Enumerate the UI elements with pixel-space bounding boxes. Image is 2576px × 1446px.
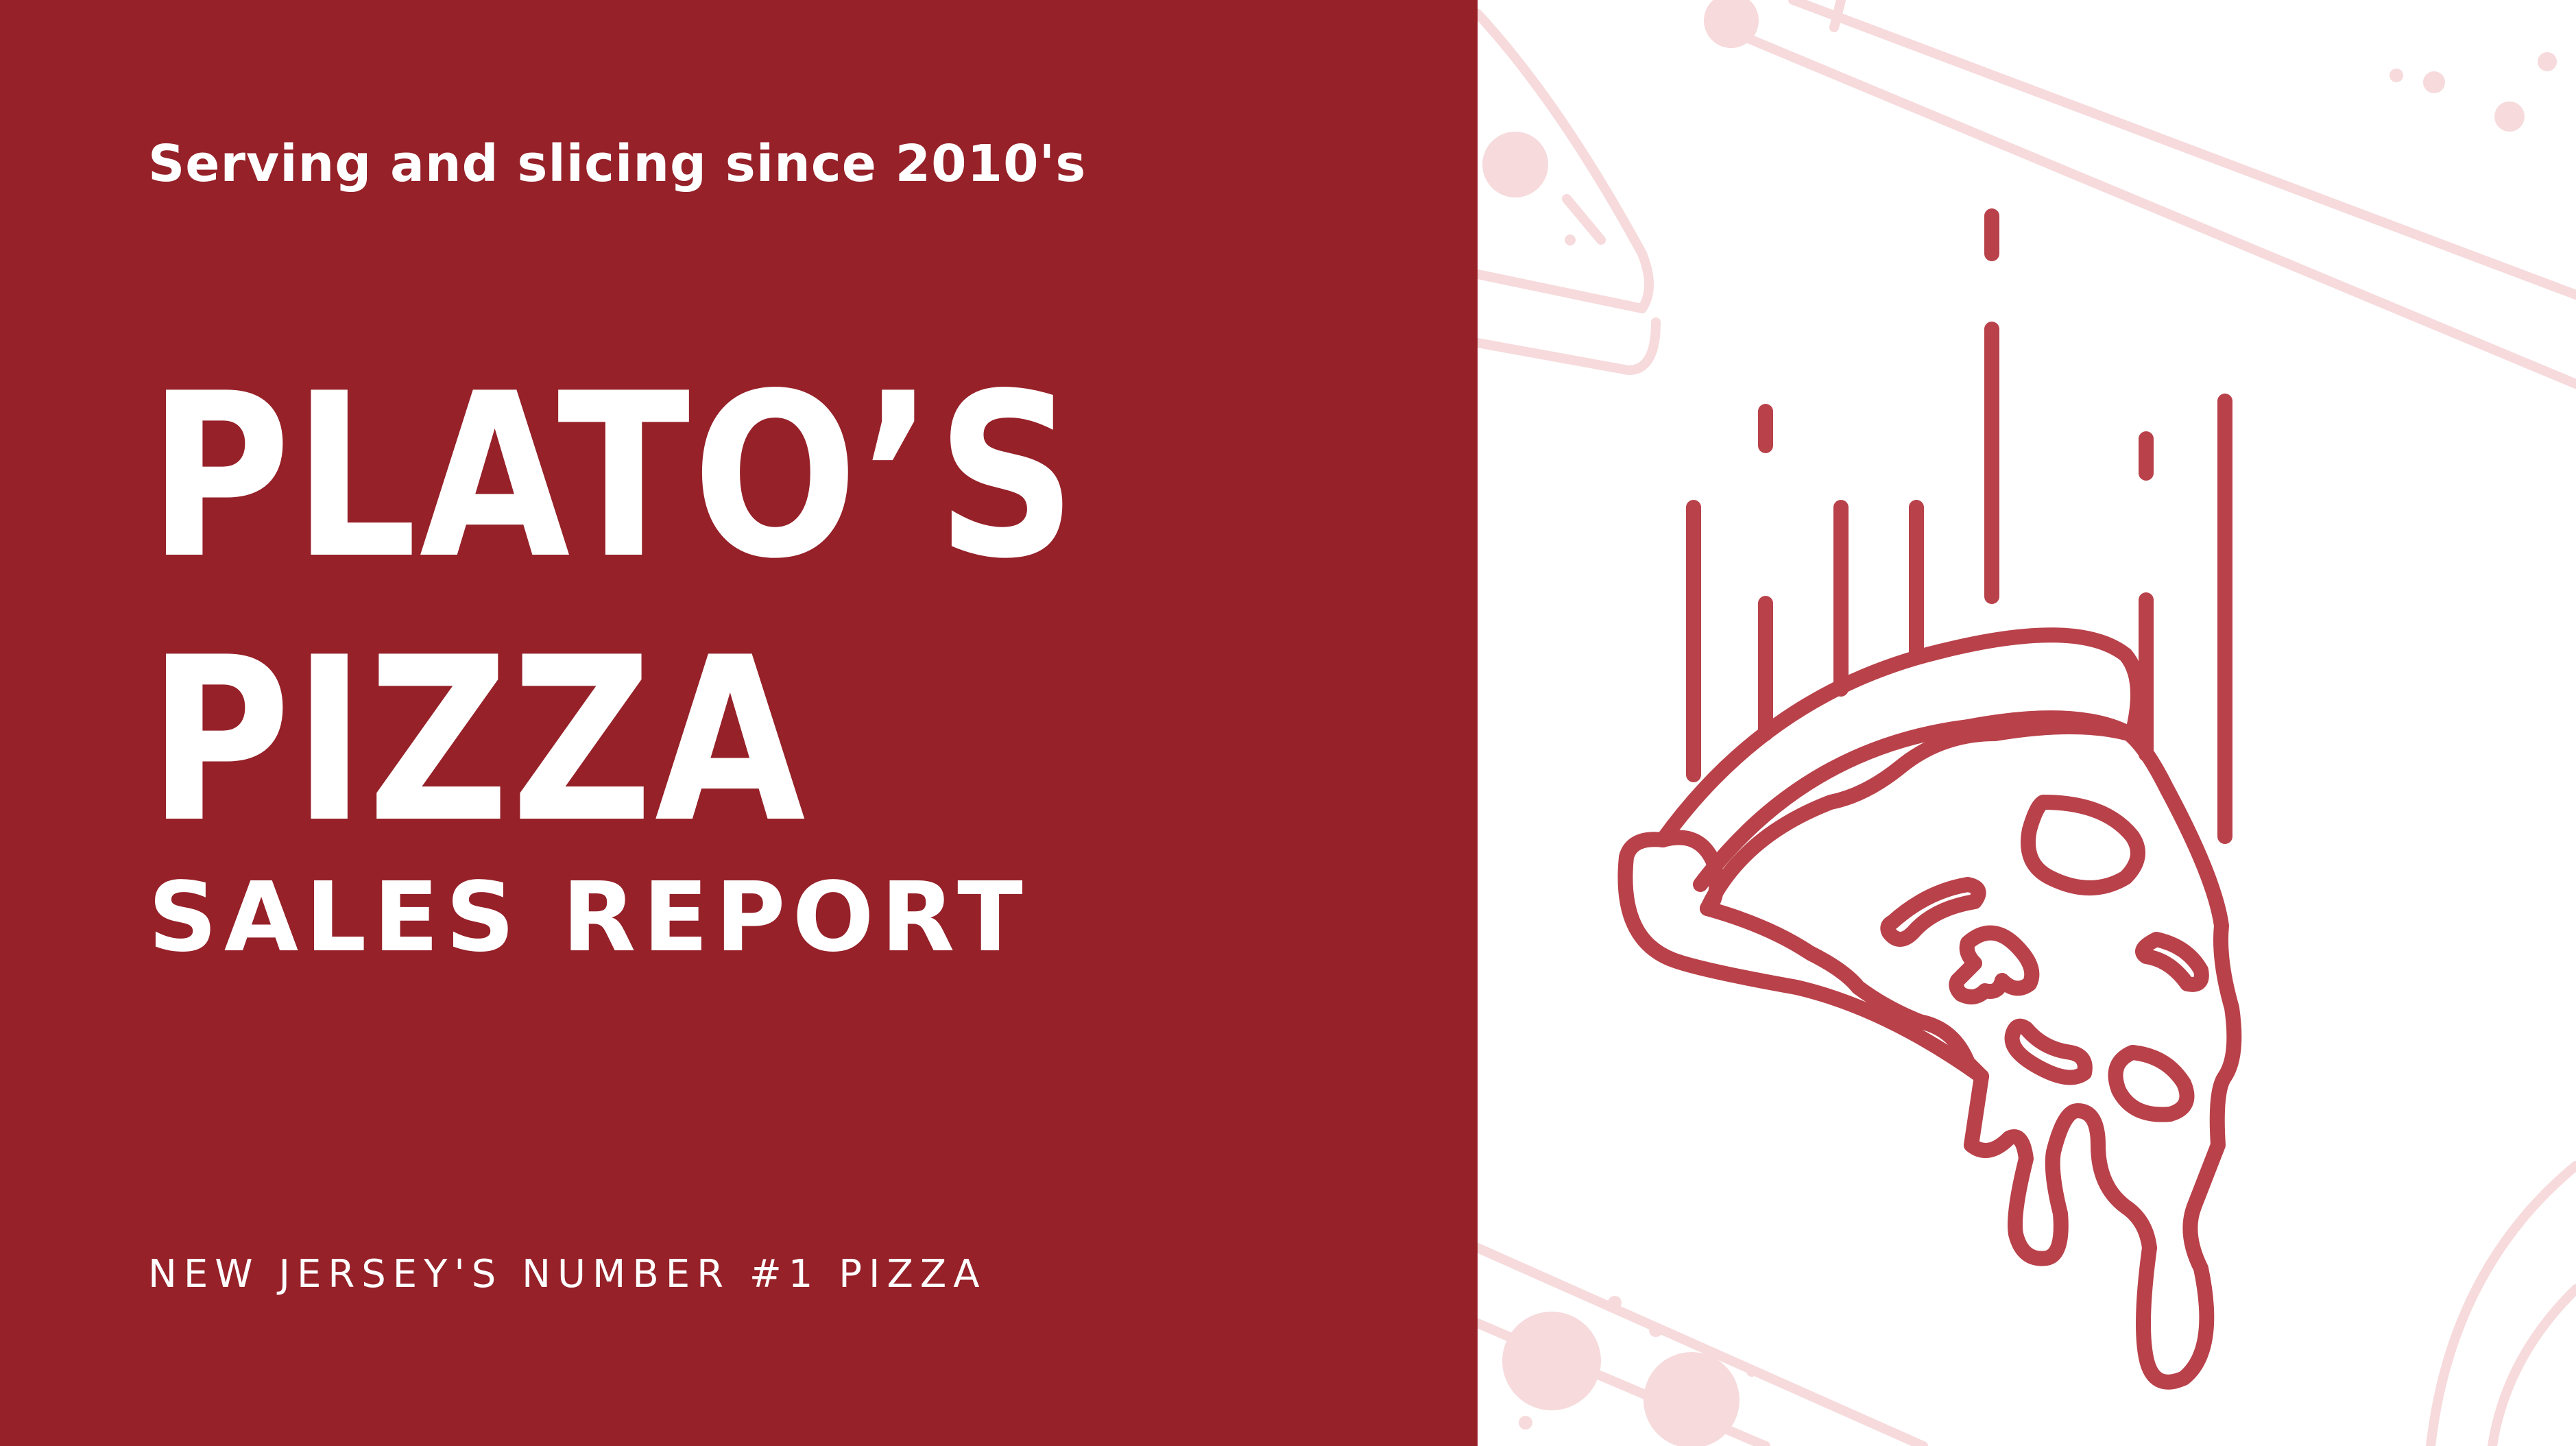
pizza-watermark-pattern-icon [1478,0,2576,1446]
title-line-1: PLATO’S [148,345,1079,608]
brand-panel: Serving and slicing since 2010's PLATO’S… [0,0,1478,1446]
illustration-panel [1478,0,2576,1446]
tagline: Serving and slicing since 2010's [148,134,1087,193]
falling-pizza-slice-icon [1617,208,2242,1390]
footer-note: NEW JERSEY'S NUMBER #1 PIZZA [148,1252,987,1297]
subtitle: SALES REPORT [148,862,1030,974]
title-line-2: PIZZA [148,609,808,872]
